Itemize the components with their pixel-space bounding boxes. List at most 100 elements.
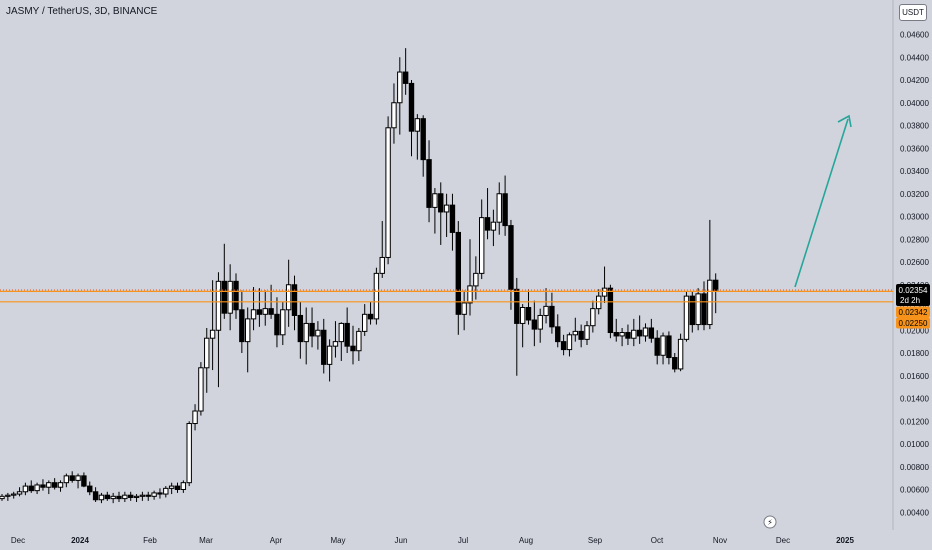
candle: [174, 482, 181, 493]
candle: [326, 339, 333, 382]
candle: [408, 80, 415, 157]
candle: [98, 492, 105, 504]
candle: [613, 318, 619, 342]
y-tick-label: 0.02000: [900, 326, 929, 335]
candle: [163, 486, 169, 498]
candle: [245, 307, 251, 373]
y-tick-label: 0.02600: [900, 258, 929, 267]
x-tick-label: Oct: [651, 536, 664, 545]
candle: [221, 243, 228, 319]
candle: [654, 330, 660, 365]
candle: [566, 332, 573, 357]
candle: [578, 324, 584, 348]
chart-title: JASMY / TetherUS, 3D, BINANCE: [6, 6, 158, 17]
candle: [601, 266, 608, 303]
y-tick-label: 0.04200: [900, 76, 929, 85]
candle: [151, 490, 157, 500]
lightning-icon[interactable]: ⚡: [763, 515, 777, 529]
candle: [683, 291, 690, 342]
x-tick-label: Dec: [776, 536, 790, 545]
x-tick-label: 2024: [71, 536, 89, 545]
candle: [420, 115, 426, 177]
candle: [139, 491, 146, 501]
x-tick-label: Nov: [713, 536, 727, 545]
candle: [484, 188, 491, 240]
level-price-tag: 0.02342: [896, 306, 930, 318]
candle: [40, 479, 46, 491]
candle: [145, 491, 151, 501]
candle: [22, 482, 29, 496]
candle: [677, 333, 684, 372]
candle: [379, 221, 385, 278]
candle: [496, 182, 502, 235]
candle: [525, 289, 532, 325]
candle: [689, 291, 695, 333]
candle: [133, 494, 140, 503]
candle: [625, 324, 631, 346]
candle: [455, 221, 462, 335]
candle: [584, 321, 590, 346]
candle: [81, 472, 87, 488]
y-tick-label: 0.02800: [900, 235, 929, 244]
candle: [432, 188, 438, 234]
candle: [280, 301, 286, 346]
candle: [572, 317, 578, 342]
candle: [385, 116, 391, 265]
candle: [157, 488, 163, 499]
currency-button[interactable]: USDT: [899, 4, 927, 21]
candle: [607, 284, 614, 339]
candle: [250, 287, 257, 331]
x-tick-label: May: [330, 536, 345, 545]
candle: [426, 140, 432, 223]
candle: [186, 421, 192, 487]
candle: [57, 480, 64, 492]
y-tick-label: 0.01600: [900, 372, 929, 381]
candle: [239, 290, 245, 353]
candle: [356, 327, 362, 361]
candle: [666, 331, 672, 365]
y-tick-label: 0.04400: [900, 53, 929, 62]
candle: [443, 193, 450, 237]
candle: [332, 321, 339, 358]
candle: [233, 273, 239, 319]
candle: [402, 48, 409, 95]
candle: [309, 307, 315, 348]
level-lines: [0, 289, 893, 303]
candle: [168, 482, 175, 495]
candle: [631, 318, 637, 347]
candle: [209, 280, 216, 371]
x-tick-label: Jul: [458, 536, 468, 545]
x-tick-label: Jun: [395, 536, 408, 545]
candle: [192, 404, 198, 431]
candle: [560, 334, 567, 356]
candle: [116, 491, 122, 503]
candle: [128, 491, 134, 501]
y-tick-label: 0.03400: [900, 167, 929, 176]
candle: [51, 478, 58, 490]
candle: [338, 322, 345, 361]
candle: [262, 290, 268, 326]
candle: [660, 332, 666, 365]
x-tick-label: Dec: [11, 536, 25, 545]
candle: [619, 327, 625, 347]
candle: [414, 114, 421, 160]
candle: [34, 482, 40, 495]
candle: [256, 288, 263, 327]
candle: [473, 256, 479, 300]
y-tick-label: 0.01000: [900, 440, 929, 449]
candle: [373, 267, 380, 325]
y-tick-label: 0.03200: [900, 190, 929, 199]
candle: [549, 292, 555, 334]
candle: [274, 297, 280, 348]
candle: [508, 219, 514, 310]
candle: [11, 491, 17, 499]
candle: [69, 471, 75, 483]
candle: [350, 325, 356, 365]
candle: [321, 318, 327, 374]
candle: [75, 473, 81, 489]
x-tick-label: Mar: [199, 536, 213, 545]
candle: [291, 275, 298, 331]
